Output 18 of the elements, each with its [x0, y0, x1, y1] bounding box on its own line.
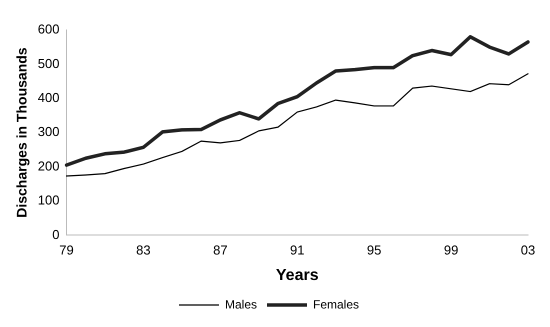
x-tick-label: 87 [213, 242, 228, 258]
y-tick-label: 600 [38, 22, 60, 37]
x-tick-label: 79 [59, 242, 74, 258]
y-tick-label: 500 [38, 56, 60, 71]
x-tick-label: 83 [136, 242, 151, 258]
y-tick-label: 200 [38, 158, 60, 174]
x-tick-label: 99 [444, 242, 458, 258]
x-axis-title: Years [276, 266, 319, 284]
x-tick-label: 03 [520, 242, 536, 258]
x-tick-label: 95 [366, 242, 382, 258]
legend-label: Males [224, 297, 258, 312]
y-axis-title: Discharges in Thousands [13, 47, 30, 218]
y-tick-label: 0 [52, 226, 60, 242]
x-tick-label: 91 [290, 242, 304, 258]
y-tick-label: 100 [38, 192, 60, 208]
y-tick-label: 400 [38, 90, 60, 105]
legend-label: Females [313, 297, 360, 312]
y-tick-label: 300 [38, 124, 60, 140]
